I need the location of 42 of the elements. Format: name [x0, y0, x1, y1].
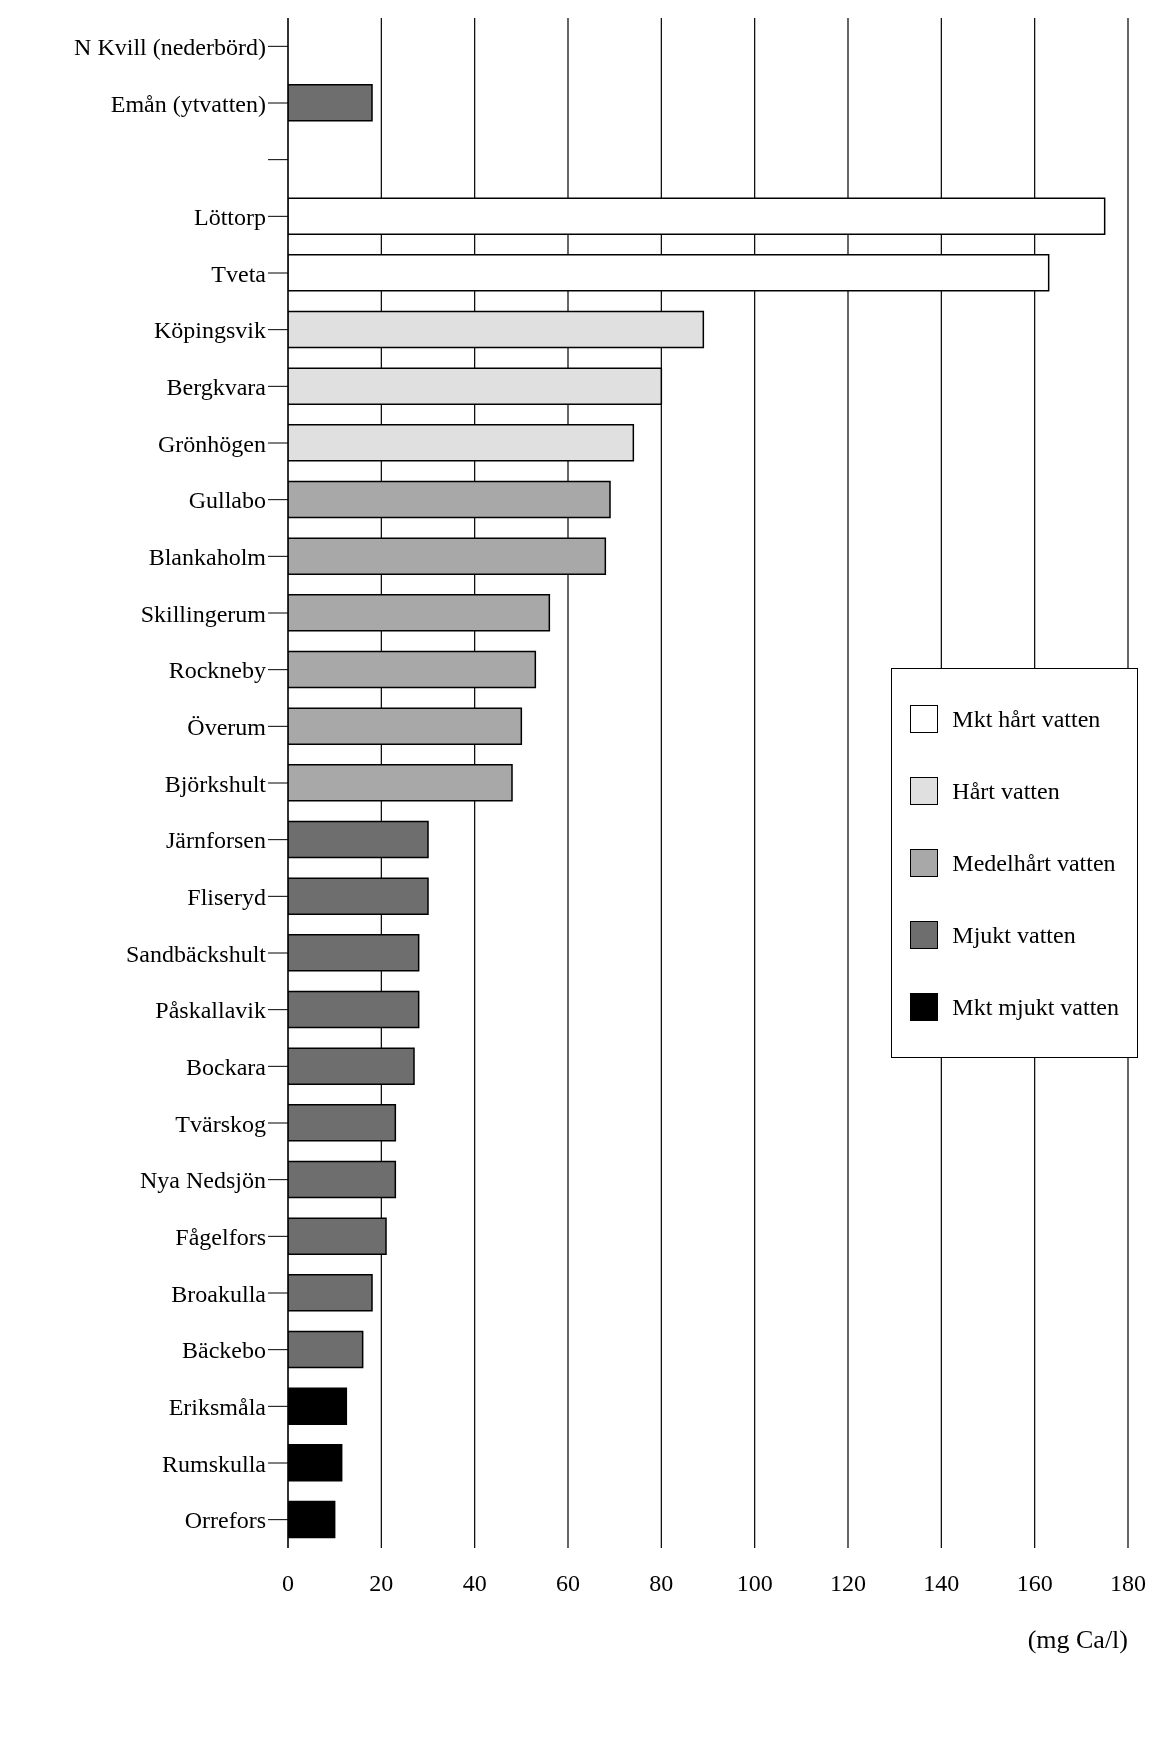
y-tick-label: Björkshult: [164, 770, 267, 797]
x-tick-label: 0: [282, 1570, 294, 1597]
x-axis-title: (mg Ca/l): [1027, 1625, 1128, 1654]
y-tick-label: Löttorp: [194, 203, 266, 230]
x-tick-label: 40: [462, 1570, 487, 1597]
y-tick-label: Eriksmåla: [168, 1393, 267, 1420]
y-tick-label: Tvärskog: [175, 1110, 266, 1137]
y-tick-label: Påskallavik: [155, 997, 266, 1024]
y-tick-label: N Kvill (nederbörd): [74, 33, 266, 60]
y-tick-label: Gullabo: [188, 487, 266, 514]
legend-label: Medelhårt vatten: [952, 849, 1116, 877]
x-tick-label: 100: [736, 1570, 773, 1597]
y-tick-label: Tveta: [211, 260, 267, 287]
legend-label: Hårt vatten: [952, 777, 1060, 805]
y-tick-label: Skillingerum: [140, 600, 267, 627]
x-tick-label: 120: [830, 1570, 866, 1597]
x-tick-label: 140: [923, 1570, 960, 1597]
x-tick-label: 180: [1110, 1570, 1146, 1597]
y-tick-label: Fågelfors: [175, 1223, 266, 1250]
y-tick-label: Köpingsvik: [153, 317, 266, 344]
y-tick-label: Sandbäckshult: [126, 940, 267, 967]
legend-label: Mkt mjukt vatten: [952, 993, 1119, 1021]
y-tick-label: Rumskulla: [161, 1450, 267, 1477]
x-tick-label: 80: [649, 1570, 674, 1597]
y-tick-label: Grönhögen: [158, 430, 266, 457]
y-tick-label: Blankaholm: [148, 543, 267, 570]
y-tick-label: Bergkvara: [166, 373, 267, 400]
y-tick-label: Rockneby: [168, 657, 266, 684]
legend-label: Mjukt vatten: [952, 921, 1076, 949]
y-tick-label: Nya Nedsjön: [140, 1167, 266, 1194]
y-tick-label: Järnforsen: [166, 827, 266, 854]
y-tick-label: Bäckebo: [182, 1337, 266, 1364]
y-tick-label: Broakulla: [171, 1280, 267, 1307]
legend-label: Mkt hårt vatten: [952, 705, 1101, 733]
y-tick-label: Emån (ytvatten): [110, 90, 266, 117]
x-tick-label: 160: [1016, 1570, 1053, 1597]
y-tick-label: Bockara: [186, 1053, 267, 1080]
x-tick-label: 60: [556, 1570, 580, 1597]
y-tick-label: Fliseryd: [187, 883, 266, 910]
y-tick-label: Överum: [187, 713, 267, 740]
x-tick-label: 20: [369, 1570, 394, 1597]
y-tick-label: Orrefors: [184, 1507, 266, 1534]
